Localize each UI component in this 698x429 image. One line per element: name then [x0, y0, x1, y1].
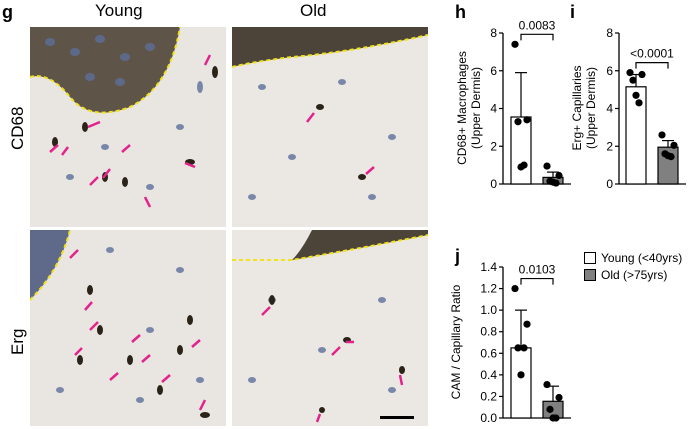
chart-j: 0.0 0.2 0.4 0.6 0.8 1.0 1.2 1.4 CAM / Capillary …	[449, 260, 571, 425]
point-j-0-3	[520, 344, 528, 352]
point-j-0-4	[517, 371, 525, 379]
panel-letter-g: g	[2, 2, 13, 22]
row-label-erg: Erg	[8, 328, 27, 355]
point-i-0-3	[635, 99, 643, 107]
y-tick-label-j-3: 0.6	[480, 346, 497, 360]
micrograph-young-cd68	[30, 27, 226, 227]
point-h-0-0	[511, 40, 519, 48]
legend-swatch-old	[584, 269, 596, 281]
micrograph-old-cd68	[232, 27, 428, 227]
legend-label-old: Old (>75yrs)	[601, 268, 668, 282]
column-label-young: Young	[95, 1, 143, 20]
chart-h: 0 2 4 6 8 CD68+ Macrophages(Upper Dermis) 0.00…	[455, 18, 571, 191]
point-i-1-4	[664, 152, 672, 160]
panel-letter-h: h	[455, 2, 466, 22]
point-j-0-2	[514, 344, 522, 352]
legend-item-old: Old (>75yrs)	[584, 268, 682, 282]
y-axis-label-i: Erg+ Capillaries(Upper Dermis)	[570, 65, 598, 150]
point-i-0-0	[626, 69, 634, 77]
y-tick-label-j-2: 0.4	[480, 368, 497, 382]
point-i-1-0	[658, 131, 666, 139]
point-i-1-1	[670, 141, 678, 149]
y-tick-label-j-1: 0.2	[480, 389, 497, 403]
panel-letter-i: i	[570, 2, 576, 22]
legend-label-young: Young (<40yrs)	[601, 251, 683, 265]
micrograph-old-erg	[232, 230, 428, 426]
row-label-cd68: CD68	[8, 106, 27, 150]
p-value-i: <0.0001	[630, 47, 674, 61]
legend-item-young: Young (<40yrs)	[584, 251, 682, 265]
point-h-1-0	[543, 162, 551, 170]
y-tick-label-h-1: 2	[490, 139, 497, 153]
point-h-0-4	[517, 163, 525, 171]
column-label-old: Old	[300, 1, 327, 20]
point-i-0-2	[629, 76, 637, 84]
significance-bracket-j	[520, 277, 554, 285]
y-tick-label-j-4: 0.8	[480, 325, 497, 339]
y-tick-label-h-3: 6	[490, 64, 497, 78]
point-h-1-4	[549, 178, 557, 186]
y-axis-label-j: CAM / Capillary Ratio	[449, 284, 463, 399]
micrograph-young-erg	[30, 230, 226, 426]
point-i-0-4	[632, 91, 640, 99]
bar-j-0	[510, 347, 532, 419]
y-tick-label-j-6: 1.2	[480, 282, 497, 296]
point-h-0-2	[514, 118, 522, 126]
y-tick-label-j-5: 1.0	[480, 303, 497, 317]
y-tick-label-j-7: 1.4	[480, 260, 497, 274]
legend: Young (<40yrs) Old (>75yrs)	[584, 251, 682, 282]
point-j-0-1	[523, 320, 531, 328]
chart-i: 0 2 4 6 8 Erg+ Capillaries(Upper Dermis) <0.00…	[570, 26, 686, 191]
y-tick-label-i-4: 8	[606, 26, 613, 40]
legend-swatch-young	[584, 252, 596, 264]
y-axis-label-h: CD68+ Macrophages(Upper Dermis)	[455, 51, 483, 165]
y-tick-label-i-0: 0	[606, 177, 613, 191]
significance-bracket-h	[520, 33, 554, 41]
point-h-0-1	[523, 116, 531, 124]
point-j-0-0	[511, 284, 519, 293]
point-j-1-0	[543, 380, 551, 389]
p-value-h: 0.0083	[519, 18, 556, 32]
panel-letter-j: j	[455, 246, 461, 266]
point-j-1-4	[549, 414, 557, 422]
p-value-j: 0.0103	[519, 263, 556, 277]
point-j-1-2	[546, 405, 554, 413]
y-tick-label-j-0: 0.0	[480, 411, 497, 425]
y-tick-label-h-4: 8	[490, 26, 497, 40]
point-j-1-1	[555, 393, 563, 402]
significance-bracket-i	[635, 62, 669, 69]
y-tick-label-i-2: 4	[606, 102, 613, 116]
y-tick-label-i-1: 2	[606, 139, 613, 153]
y-tick-label-h-0: 0	[490, 177, 497, 191]
y-tick-label-i-3: 6	[606, 64, 613, 78]
point-h-1-1	[555, 171, 563, 180]
y-tick-label-h-2: 4	[490, 102, 497, 116]
point-i-0-1	[638, 70, 646, 79]
bar-h-0	[510, 116, 532, 185]
